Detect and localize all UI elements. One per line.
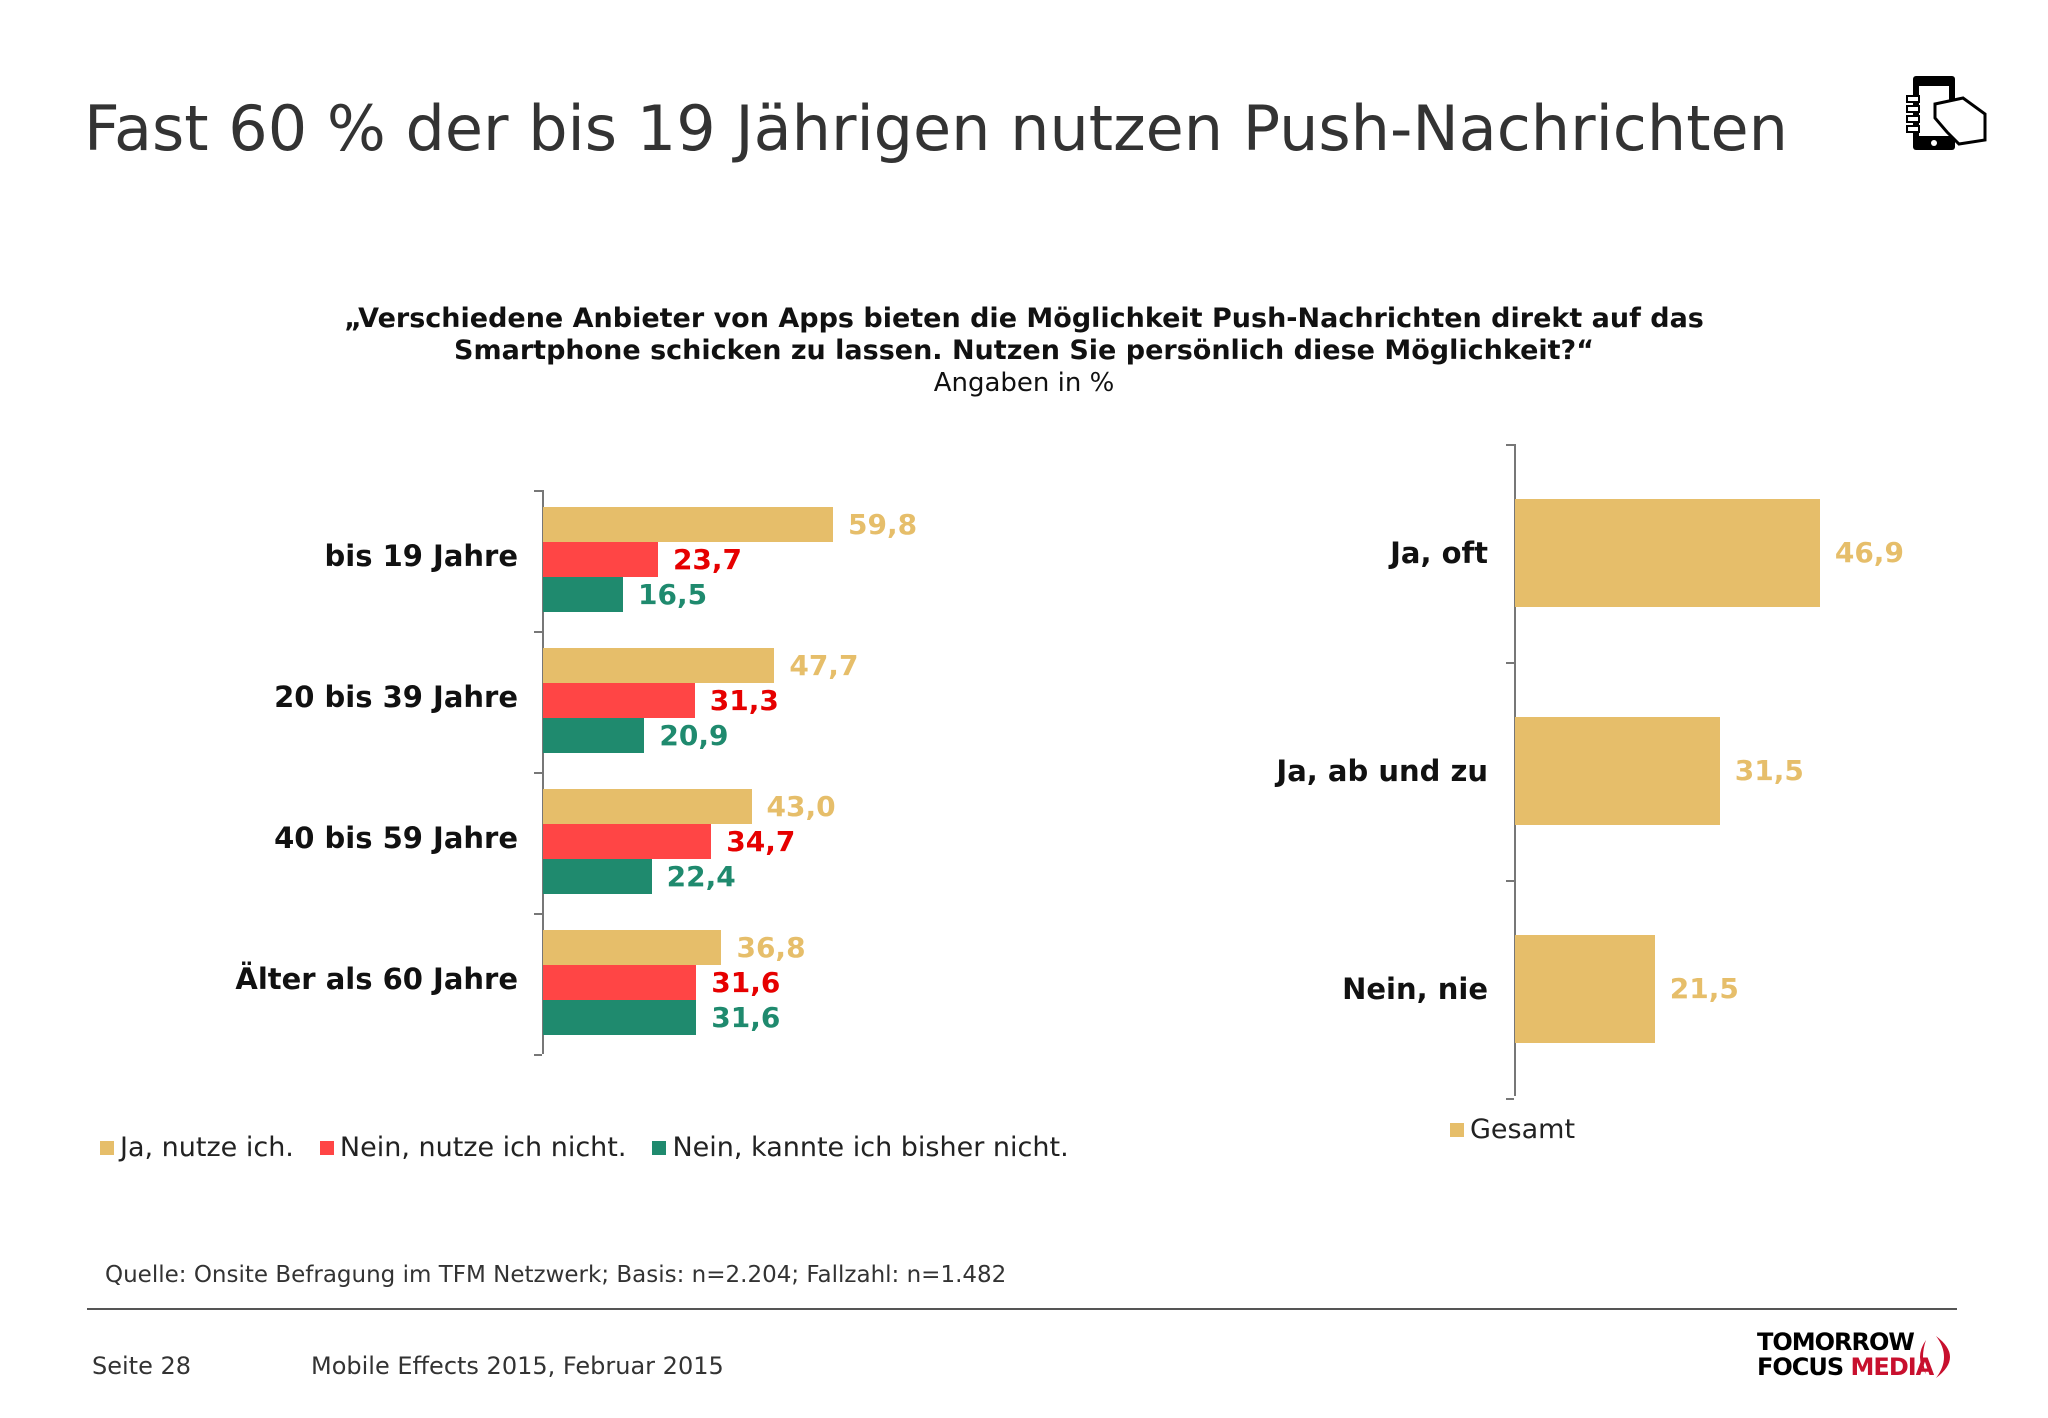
legend-label-kannte-nicht: Nein, kannte ich bisher nicht.: [672, 1132, 1069, 1163]
data-label: 34,7: [726, 825, 796, 858]
bar: [543, 542, 658, 577]
y-axis-tick: [534, 913, 542, 915]
page-title: Fast 60 % der bis 19 Jährigen nutzen Pus…: [84, 92, 1788, 165]
source-note: Quelle: Onsite Befragung im TFM Netzwerk…: [105, 1262, 1007, 1288]
category-label: Älter als 60 Jahre: [235, 962, 518, 996]
bar: [543, 1000, 697, 1035]
category-label: Nein, nie: [1342, 972, 1488, 1006]
y-axis-tick: [1506, 662, 1514, 664]
y-axis: [542, 490, 544, 1054]
question-line-1: „Verschiedene Anbieter von Apps bieten d…: [344, 303, 1704, 334]
legend-label-ja: Ja, nutze ich.: [120, 1132, 294, 1163]
data-label: 16,5: [638, 578, 708, 611]
logo-line-1: TOMORROW: [1757, 1328, 1915, 1356]
data-label: 21,5: [1669, 972, 1739, 1005]
category-label: bis 19 Jahre: [324, 539, 518, 573]
bar: [1515, 717, 1720, 825]
data-label: 46,9: [1834, 536, 1904, 569]
bar: [543, 648, 775, 683]
logo-focus: FOCUS: [1757, 1353, 1844, 1381]
legend-swatch-gesamt: [1450, 1122, 1464, 1137]
data-label: 43,0: [766, 790, 836, 823]
y-axis-tick: [1506, 444, 1514, 446]
data-label: 23,7: [672, 543, 743, 576]
legend-label-nein: Nein, nutze ich nicht.: [339, 1132, 627, 1163]
bar: [543, 965, 697, 1000]
y-axis-tick: [1506, 1098, 1514, 1100]
bar: [543, 930, 722, 965]
bar: [543, 507, 834, 542]
bar: [543, 859, 652, 894]
legend-swatch-nein: [319, 1140, 334, 1155]
right-legend: Gesamt: [1450, 1114, 1575, 1145]
category-label: 40 bis 59 Jahre: [274, 821, 518, 855]
y-axis-tick: [534, 772, 542, 774]
footer-divider: [87, 1308, 1957, 1310]
bar: [543, 824, 712, 859]
data-label: 59,8: [848, 508, 918, 541]
smartphone-hand-icon: [1906, 76, 1987, 150]
y-axis-tick: [534, 490, 542, 492]
category-label: Ja, oft: [1390, 536, 1488, 570]
data-label: 31,6: [711, 1001, 781, 1034]
unit-label: Angaben in %: [933, 368, 1115, 398]
bar: [1515, 935, 1655, 1043]
y-axis-tick: [534, 631, 542, 633]
page-number: Seite 28: [92, 1352, 192, 1380]
y-axis-tick: [534, 1054, 542, 1056]
data-label: 31,6: [711, 966, 781, 999]
data-label: 31,5: [1734, 754, 1804, 787]
y-axis-tick: [1506, 880, 1514, 882]
data-label: 20,9: [659, 719, 729, 752]
bar: [543, 683, 695, 718]
legend-swatch-ja: [100, 1140, 114, 1155]
survey-question: „Verschiedene Anbieter von Apps bieten d…: [0, 303, 2048, 367]
tomorrow-focus-media-logo: TOMORROW FOCUS MEDIA: [1757, 1328, 1934, 1381]
data-label: 31,3: [709, 684, 779, 717]
report-name: Mobile Effects 2015, Februar 2015: [311, 1352, 724, 1380]
bar: [543, 789, 752, 824]
bar: [543, 577, 624, 612]
bar: [1515, 499, 1820, 607]
data-label: 47,7: [789, 649, 859, 682]
bar: [543, 718, 645, 753]
logo-crescent-icon: [1920, 1336, 1950, 1378]
data-label: 36,8: [736, 931, 806, 964]
category-label: Ja, ab und zu: [1276, 754, 1488, 788]
legend-swatch-kannte-nicht: [652, 1140, 667, 1155]
data-label: 22,4: [666, 860, 736, 893]
left-legend: Ja, nutze ich. Nein, nutze ich nicht. Ne…: [100, 1132, 1069, 1163]
legend-label-gesamt: Gesamt: [1470, 1114, 1576, 1145]
category-label: 20 bis 39 Jahre: [274, 680, 518, 714]
question-line-2: Smartphone schicken zu lassen. Nutzen Si…: [454, 335, 1594, 366]
